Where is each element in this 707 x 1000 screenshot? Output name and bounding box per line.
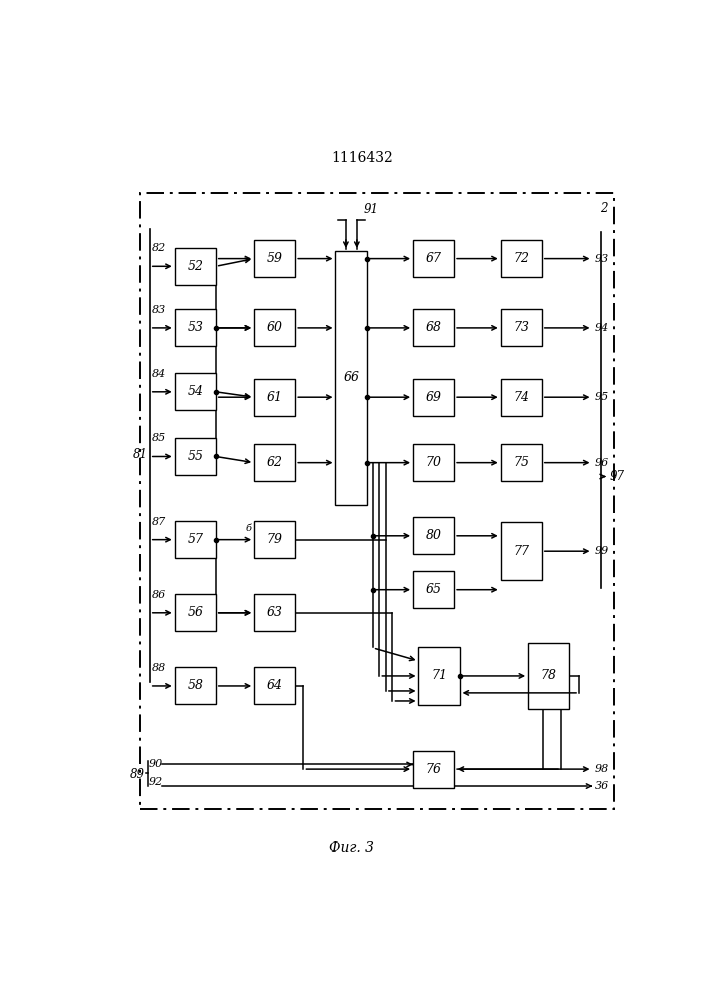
Text: 74: 74 bbox=[513, 391, 530, 404]
Bar bbox=[501, 379, 542, 416]
Text: 61: 61 bbox=[267, 391, 283, 404]
Text: 2: 2 bbox=[600, 202, 607, 215]
Text: 79: 79 bbox=[267, 533, 283, 546]
Text: 87: 87 bbox=[151, 517, 165, 527]
Bar bbox=[175, 373, 216, 410]
Text: Фиг. 3: Фиг. 3 bbox=[329, 841, 374, 855]
Text: 59: 59 bbox=[267, 252, 283, 265]
Bar bbox=[413, 517, 454, 554]
Bar bbox=[413, 444, 454, 481]
Text: 99: 99 bbox=[595, 546, 609, 556]
Text: 93: 93 bbox=[595, 254, 609, 264]
Bar bbox=[501, 522, 542, 580]
Bar bbox=[413, 309, 454, 346]
Text: 52: 52 bbox=[187, 260, 203, 273]
Text: 55: 55 bbox=[187, 450, 203, 463]
Bar bbox=[254, 240, 296, 277]
Bar bbox=[501, 309, 542, 346]
Text: 96: 96 bbox=[595, 458, 609, 468]
Text: 69: 69 bbox=[426, 391, 442, 404]
Text: 63: 63 bbox=[267, 606, 283, 619]
Text: 76: 76 bbox=[426, 763, 442, 776]
Text: 85: 85 bbox=[151, 433, 165, 443]
Text: 78: 78 bbox=[541, 669, 556, 682]
Bar bbox=[175, 309, 216, 346]
Bar bbox=[413, 751, 454, 788]
Bar bbox=[413, 240, 454, 277]
Text: 97: 97 bbox=[610, 470, 625, 483]
Text: 90: 90 bbox=[148, 759, 163, 769]
Text: 98: 98 bbox=[595, 764, 609, 774]
Text: 62: 62 bbox=[267, 456, 283, 469]
Bar bbox=[336, 251, 367, 505]
Text: 84: 84 bbox=[151, 369, 165, 379]
Text: 73: 73 bbox=[513, 321, 530, 334]
Bar bbox=[254, 379, 296, 416]
Text: 67: 67 bbox=[426, 252, 442, 265]
Bar bbox=[254, 444, 296, 481]
Text: 58: 58 bbox=[187, 679, 203, 692]
Bar bbox=[175, 667, 216, 704]
Text: 56: 56 bbox=[187, 606, 203, 619]
Text: 77: 77 bbox=[513, 545, 530, 558]
Bar bbox=[141, 193, 614, 809]
Text: 53: 53 bbox=[187, 321, 203, 334]
Bar bbox=[501, 240, 542, 277]
Bar bbox=[175, 521, 216, 558]
Bar bbox=[254, 309, 296, 346]
Bar bbox=[175, 594, 216, 631]
Bar bbox=[175, 438, 216, 475]
Text: 68: 68 bbox=[426, 321, 442, 334]
Text: 71: 71 bbox=[431, 669, 447, 682]
Text: 66: 66 bbox=[344, 371, 359, 384]
Text: 88: 88 bbox=[151, 663, 165, 673]
Text: 86: 86 bbox=[151, 590, 165, 600]
Bar bbox=[254, 594, 296, 631]
Bar bbox=[501, 444, 542, 481]
Text: 94: 94 bbox=[595, 323, 609, 333]
Text: 54: 54 bbox=[187, 385, 203, 398]
Bar bbox=[254, 521, 296, 558]
Text: 70: 70 bbox=[426, 456, 442, 469]
Text: 65: 65 bbox=[426, 583, 442, 596]
Text: 83: 83 bbox=[151, 305, 165, 315]
Bar bbox=[413, 571, 454, 608]
Bar bbox=[175, 248, 216, 285]
Text: 91: 91 bbox=[363, 203, 378, 216]
Text: 1116432: 1116432 bbox=[332, 151, 393, 165]
Bar bbox=[254, 667, 296, 704]
Text: 81: 81 bbox=[132, 448, 147, 461]
Bar bbox=[528, 643, 569, 709]
Text: 60: 60 bbox=[267, 321, 283, 334]
Text: 92: 92 bbox=[148, 777, 163, 787]
Text: 36: 36 bbox=[595, 781, 609, 791]
Text: 80: 80 bbox=[426, 529, 442, 542]
Text: 72: 72 bbox=[513, 252, 530, 265]
Text: 89: 89 bbox=[130, 768, 145, 781]
Text: 57: 57 bbox=[187, 533, 203, 546]
Text: 75: 75 bbox=[513, 456, 530, 469]
Text: 64: 64 bbox=[267, 679, 283, 692]
Bar bbox=[413, 379, 454, 416]
Text: б: б bbox=[245, 524, 252, 533]
Text: 82: 82 bbox=[151, 243, 165, 253]
Bar bbox=[419, 647, 460, 705]
Text: 95: 95 bbox=[595, 392, 609, 402]
